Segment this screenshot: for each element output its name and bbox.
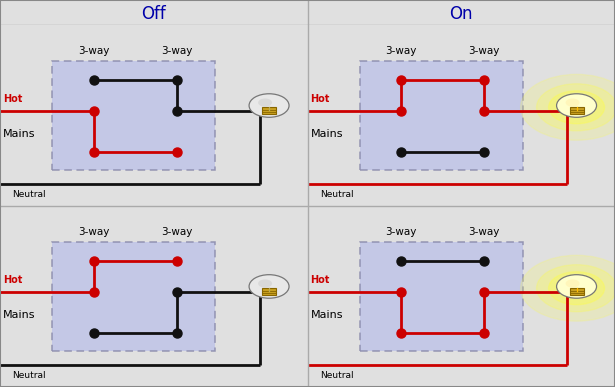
- Text: 3-way: 3-way: [469, 227, 500, 237]
- Text: 3-way: 3-way: [161, 46, 192, 56]
- Circle shape: [258, 279, 272, 288]
- Text: 3-way: 3-way: [78, 46, 109, 56]
- Circle shape: [249, 94, 289, 117]
- Circle shape: [557, 275, 597, 298]
- Bar: [52, 61, 215, 170]
- Text: Neutral: Neutral: [12, 371, 46, 380]
- Bar: [360, 61, 523, 170]
- Text: Mains: Mains: [3, 129, 36, 139]
- Circle shape: [536, 265, 615, 312]
- Circle shape: [557, 94, 597, 117]
- Bar: [262, 107, 276, 114]
- Text: Off: Off: [141, 5, 166, 23]
- Bar: [569, 288, 584, 295]
- Text: Neutral: Neutral: [320, 190, 354, 199]
- Text: Mains: Mains: [3, 310, 36, 320]
- Circle shape: [549, 91, 605, 124]
- Circle shape: [258, 98, 272, 107]
- Text: On: On: [450, 5, 473, 23]
- Circle shape: [566, 98, 579, 107]
- Text: Hot: Hot: [311, 94, 330, 104]
- Text: Hot: Hot: [3, 94, 23, 104]
- Text: Neutral: Neutral: [12, 190, 46, 199]
- Bar: [52, 242, 215, 351]
- Text: Neutral: Neutral: [320, 371, 354, 380]
- Text: 3-way: 3-way: [469, 46, 500, 56]
- Circle shape: [249, 275, 289, 298]
- Text: 3-way: 3-way: [78, 227, 109, 237]
- Circle shape: [566, 279, 579, 288]
- Text: 3-way: 3-way: [386, 227, 417, 237]
- Text: 3-way: 3-way: [386, 46, 417, 56]
- Circle shape: [520, 255, 615, 321]
- Text: Hot: Hot: [311, 275, 330, 285]
- Text: Mains: Mains: [311, 310, 343, 320]
- Circle shape: [549, 272, 605, 305]
- Bar: [360, 242, 523, 351]
- Text: 3-way: 3-way: [161, 227, 192, 237]
- Circle shape: [536, 84, 615, 131]
- Bar: [569, 107, 584, 114]
- Text: Mains: Mains: [311, 129, 343, 139]
- Text: Hot: Hot: [3, 275, 23, 285]
- Bar: [262, 288, 276, 295]
- Circle shape: [520, 74, 615, 140]
